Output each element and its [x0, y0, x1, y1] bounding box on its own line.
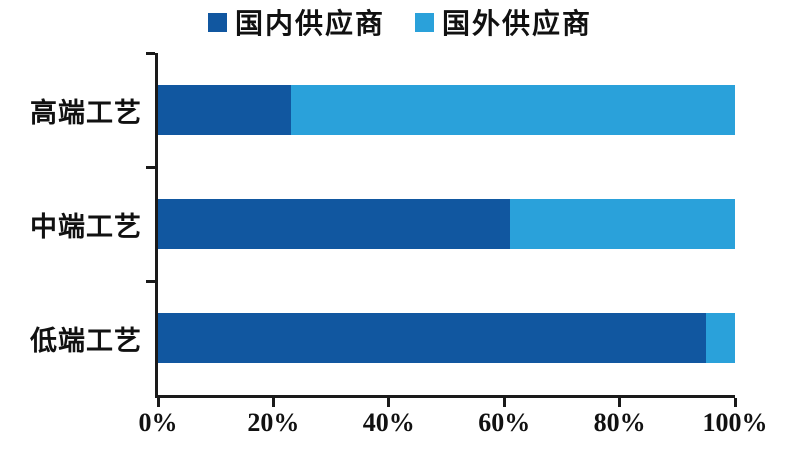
x-axis-tick	[733, 398, 737, 407]
bar-row-2	[158, 199, 735, 249]
x-axis-tick	[618, 398, 622, 407]
category-label: 高端工艺	[30, 97, 142, 128]
bar-segment-domestic	[158, 85, 291, 135]
x-axis-tick	[502, 398, 506, 407]
plot-area: 0% 20% 40% 60% 80% 100%	[139, 51, 768, 437]
bars-area	[158, 53, 735, 395]
bar-segment-domestic	[158, 313, 707, 363]
legend-swatch-foreign	[415, 12, 434, 32]
y-axis-tick	[146, 165, 155, 169]
bar-segment-domestic	[158, 199, 510, 249]
x-axis-tick	[387, 398, 391, 407]
legend-label-foreign: 国外供应商	[442, 9, 593, 40]
x-axis-tick	[271, 398, 275, 407]
legend-item-domestic: 国内供应商	[207, 2, 385, 42]
y-axis-tick	[146, 279, 155, 283]
bar-row-3	[158, 313, 735, 363]
bar-row-1	[158, 85, 735, 135]
x-axis-tick-label: 0%	[138, 408, 178, 437]
category-label: 低端工艺	[30, 325, 142, 356]
x-axis-tick-label: 80%	[593, 408, 646, 437]
legend-swatch-domestic	[207, 12, 227, 32]
x-axis-tick-label: 40%	[362, 408, 415, 437]
bar-segment-foreign	[509, 199, 735, 249]
category-label: 中端工艺	[30, 211, 142, 242]
x-axis-tick-label: 20%	[247, 408, 300, 437]
x-axis-tick	[156, 398, 160, 407]
y-axis-tick	[146, 51, 155, 55]
bar-segment-foreign	[290, 85, 735, 135]
legend-label-domestic: 国内供应商	[234, 9, 385, 40]
x-axis-tick-label: 100%	[702, 408, 768, 437]
chart-legend: 国内供应商 国外供应商	[0, 2, 800, 42]
x-axis-tick-label: 60%	[478, 408, 531, 437]
bar-segment-foreign	[706, 313, 735, 363]
category-labels: 高端工艺中端工艺低端工艺	[0, 53, 142, 395]
legend-item-foreign: 国外供应商	[415, 2, 592, 42]
